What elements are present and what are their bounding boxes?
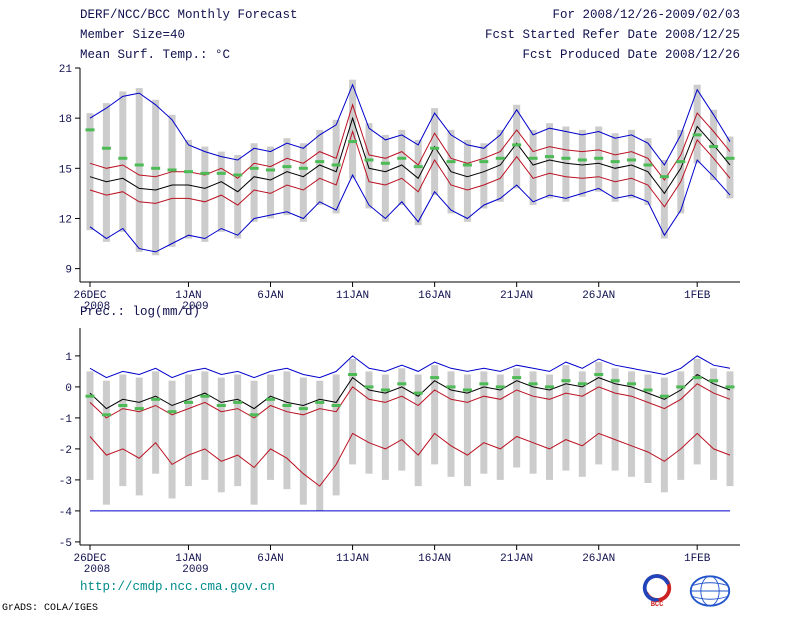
precipitation-panel-label: Prec.: log(mm/d): [80, 305, 201, 319]
svg-text:2008: 2008: [84, 564, 110, 576]
svg-text:26DEC: 26DEC: [73, 553, 106, 565]
svg-text:21: 21: [59, 64, 73, 76]
svg-text:-5: -5: [59, 538, 72, 550]
svg-text:11JAN: 11JAN: [336, 553, 369, 565]
svg-text:15: 15: [59, 164, 72, 176]
svg-text:1JAN: 1JAN: [175, 553, 201, 565]
refer-date-label: Fcst Started Refer Date 2008/12/25: [484, 28, 740, 42]
svg-text:1FEB: 1FEB: [684, 290, 711, 302]
member-size-label: Member Size=40: [80, 28, 186, 42]
svg-text:21JAN: 21JAN: [500, 553, 533, 565]
svg-text:-3: -3: [59, 476, 72, 488]
svg-text:16JAN: 16JAN: [418, 553, 451, 565]
svg-text:1FEB: 1FEB: [684, 553, 711, 565]
svg-text:1: 1: [65, 352, 72, 364]
bcc-logo-label: BCC: [650, 601, 664, 609]
svg-text:26JAN: 26JAN: [582, 553, 615, 565]
svg-text:26DEC: 26DEC: [73, 290, 106, 302]
svg-text:2009: 2009: [182, 301, 208, 313]
svg-text:6JAN: 6JAN: [257, 553, 283, 565]
grads-credit: GrADS: COLA/IGES: [2, 603, 99, 614]
bcc-logo-icon: [642, 574, 672, 602]
cma-globe-logo-icon: [689, 575, 731, 607]
svg-text:16JAN: 16JAN: [418, 290, 451, 302]
page-title: DERF/NCC/BCC Monthly Forecast: [80, 8, 298, 22]
svg-text:-4: -4: [59, 507, 73, 519]
svg-text:2009: 2009: [182, 564, 208, 576]
produced-date-label: Fcst Produced Date 2008/12/26: [522, 48, 740, 62]
svg-text:-2: -2: [59, 445, 72, 457]
svg-text:2008: 2008: [84, 301, 110, 313]
svg-text:12: 12: [59, 214, 72, 226]
svg-text:11JAN: 11JAN: [336, 290, 369, 302]
website-link[interactable]: http://cmdp.ncc.cma.gov.cn: [80, 580, 276, 594]
svg-text:0: 0: [65, 383, 72, 395]
svg-text:9: 9: [65, 265, 72, 277]
svg-text:18: 18: [59, 114, 72, 126]
forecast-range-label: For 2008/12/26-2009/02/03: [552, 8, 740, 22]
svg-text:26JAN: 26JAN: [582, 290, 615, 302]
temperature-panel-label: Mean Surf. Temp.: °C: [80, 48, 231, 62]
svg-text:1JAN: 1JAN: [175, 290, 201, 302]
svg-text:21JAN: 21JAN: [500, 290, 533, 302]
svg-text:6JAN: 6JAN: [257, 290, 283, 302]
svg-text:-1: -1: [59, 414, 73, 426]
